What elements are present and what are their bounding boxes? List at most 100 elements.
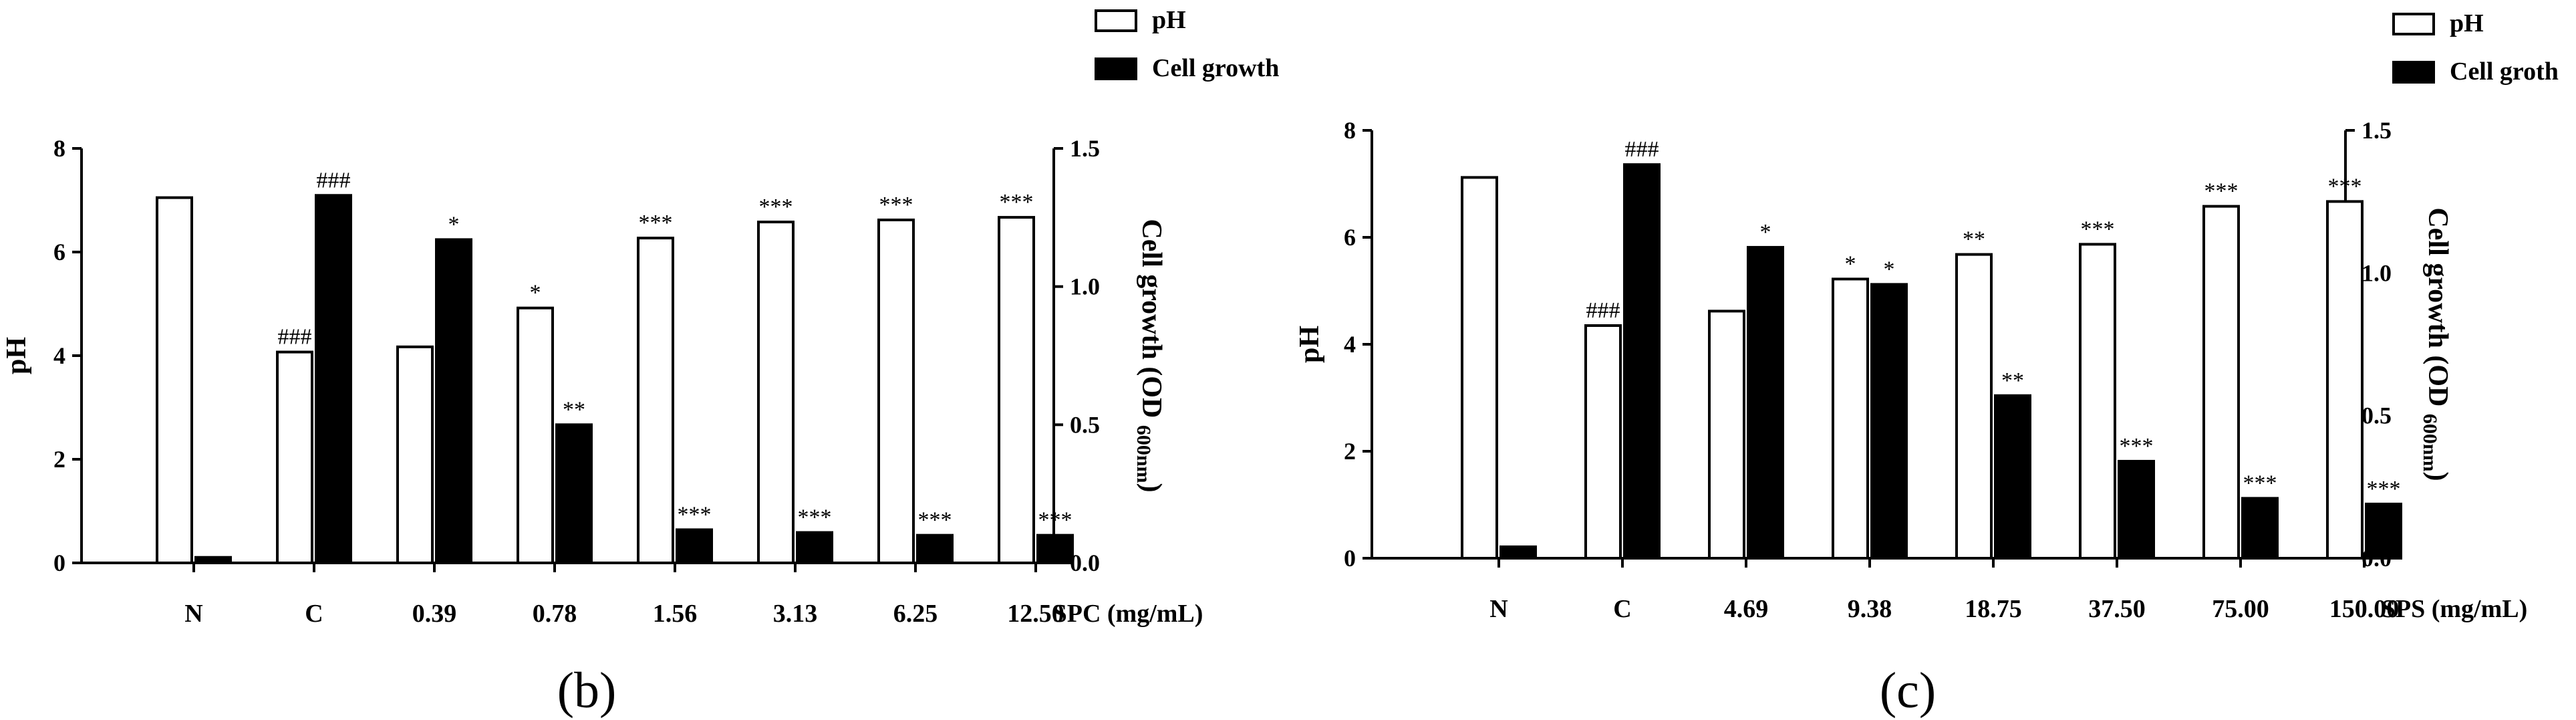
significance-label-cell-growth: * — [1884, 257, 1895, 281]
bar-cell-growth — [2365, 502, 2402, 560]
bar-cell-growth — [916, 533, 954, 565]
x-tick-label: 150.00 — [2329, 595, 2400, 623]
x-tick-label: C — [1613, 595, 1631, 623]
bar-ph — [757, 221, 795, 564]
bar-ph — [2079, 243, 2116, 560]
legend: pH Cell groth — [2392, 9, 2559, 86]
significance-label-ph: * — [1845, 251, 1856, 276]
left-y-tick-label: 6 — [1344, 224, 1356, 251]
x-tick-label: 18.75 — [1965, 595, 2022, 623]
bar-cell-growth — [194, 556, 232, 565]
x-tick-label: N — [184, 600, 202, 628]
bar-ph — [517, 306, 554, 564]
x-axis-title: SPC (mg/mL) — [1053, 600, 1203, 628]
legend-swatch-ph — [1095, 9, 1137, 32]
right-y-tick-label: 1.5 — [2362, 117, 2392, 144]
legend-label-cell-growth: Cell growth — [1152, 54, 1279, 82]
right-y-axis-title-subscript: 600nm — [2419, 414, 2441, 472]
x-tick-label: 9.38 — [1848, 595, 1892, 623]
x-tick-label: 37.50 — [2088, 595, 2146, 623]
bar-cell-growth — [1747, 245, 1784, 560]
significance-label-cell-growth: * — [448, 212, 460, 237]
bar-ph — [396, 345, 434, 564]
left-y-tick-label: 8 — [53, 135, 65, 162]
left-y-tick-label: 6 — [53, 239, 65, 265]
left-y-tick-label: 2 — [1344, 438, 1356, 465]
significance-label-cell-growth: ### — [317, 168, 351, 193]
significance-label-cell-growth: *** — [918, 508, 952, 533]
legend-swatch-ph — [2392, 13, 2435, 35]
right-y-tick-label: 1.5 — [1070, 135, 1100, 162]
x-axis-title: SPS (mg/mL) — [2382, 595, 2528, 623]
left-y-tick-label: 2 — [53, 446, 65, 473]
right-y-tick-label: 0.5 — [2362, 402, 2392, 429]
left-y-tick-label: 4 — [1344, 331, 1356, 358]
significance-label-ph: ### — [1586, 298, 1620, 323]
bar-ph — [2202, 205, 2240, 560]
significance-label-ph: *** — [639, 211, 673, 235]
right-y-tick-label: 1.0 — [2362, 259, 2392, 286]
bar-ph — [1955, 253, 1993, 560]
panel-label: (c) — [1880, 663, 1936, 719]
legend-label-ph: pH — [1152, 6, 1186, 34]
x-tick-label: 1.56 — [653, 600, 698, 628]
bar-ph — [1461, 176, 1498, 560]
significance-label-ph: *** — [2204, 179, 2239, 204]
left-y-tick-label: 4 — [53, 342, 65, 369]
right-y-axis-title: Cell growth (OD 600nm) — [1133, 219, 1167, 492]
bar-ph — [276, 350, 313, 564]
significance-label-ph: *** — [1000, 190, 1034, 215]
right-y-axis-title-main: Cell growth (OD — [2422, 207, 2453, 413]
significance-label-cell-growth: * — [1760, 220, 1771, 245]
x-tick-label: 4.69 — [1724, 595, 1769, 623]
bar-cell-growth — [315, 194, 352, 564]
left-y-tick-label: 0 — [1344, 545, 1356, 572]
significance-label-ph: ** — [1963, 227, 1985, 252]
x-tick-label: 12.50 — [1007, 600, 1064, 628]
x-tick-label: 6.25 — [893, 600, 938, 628]
significance-label-cell-growth: ** — [2001, 368, 2024, 393]
significance-label-cell-growth: *** — [2367, 477, 2401, 501]
chart-panel-c: 024680.00.51.01.5NC######4.69*9.38**18.7… — [1294, 9, 2559, 719]
significance-label-cell-growth: ### — [1625, 137, 1659, 162]
bar-ph — [877, 218, 915, 564]
significance-label-ph: *** — [2328, 174, 2362, 199]
x-tick-label: 0.39 — [412, 600, 457, 628]
bar-cell-growth — [1870, 283, 1908, 560]
significance-label-ph: *** — [759, 195, 793, 219]
bar-cell-growth — [1623, 163, 1661, 560]
bar-ph — [1708, 310, 1745, 560]
legend-swatch-cell-growth — [1095, 57, 1137, 80]
significance-label-cell-growth: *** — [2120, 434, 2154, 459]
bar-ph — [998, 216, 1035, 564]
x-tick-label: 3.13 — [773, 600, 818, 628]
bar-ph — [156, 196, 193, 564]
significance-label-ph: *** — [879, 193, 913, 217]
bar-cell-growth — [555, 423, 593, 564]
significance-label-cell-growth: *** — [798, 505, 832, 530]
significance-label-cell-growth: *** — [2243, 471, 2277, 495]
bar-ph — [637, 237, 674, 564]
right-y-axis-title: Cell growth (OD 600nm) — [2419, 207, 2453, 481]
x-tick-label: N — [1489, 595, 1508, 623]
legend: pH Cell growth — [1095, 6, 1279, 82]
bar-cell-growth — [2241, 497, 2279, 560]
bar-cell-growth — [1994, 394, 2031, 560]
left-y-tick-label: 8 — [1344, 117, 1356, 144]
x-tick-label: C — [305, 600, 323, 628]
right-y-tick-label: 0.0 — [1070, 550, 1100, 576]
left-y-axis-title: pH — [1294, 326, 1325, 363]
bar-cell-growth — [2118, 459, 2155, 560]
bar-cell-growth — [796, 531, 833, 564]
right-y-axis-title-subscript: 600nm — [1133, 425, 1155, 483]
legend-label-cell-growth: Cell groth — [2450, 57, 2559, 86]
bar-cell-growth — [435, 238, 472, 564]
significance-label-cell-growth: *** — [1038, 508, 1072, 533]
left-y-tick-label: 0 — [53, 550, 65, 576]
x-tick-label: 75.00 — [2212, 595, 2269, 623]
bar-ph — [1584, 324, 1622, 560]
left-y-axis-title: pH — [1, 337, 32, 374]
bar-ph — [2326, 200, 2364, 560]
legend-swatch-cell-growth — [2392, 61, 2435, 84]
